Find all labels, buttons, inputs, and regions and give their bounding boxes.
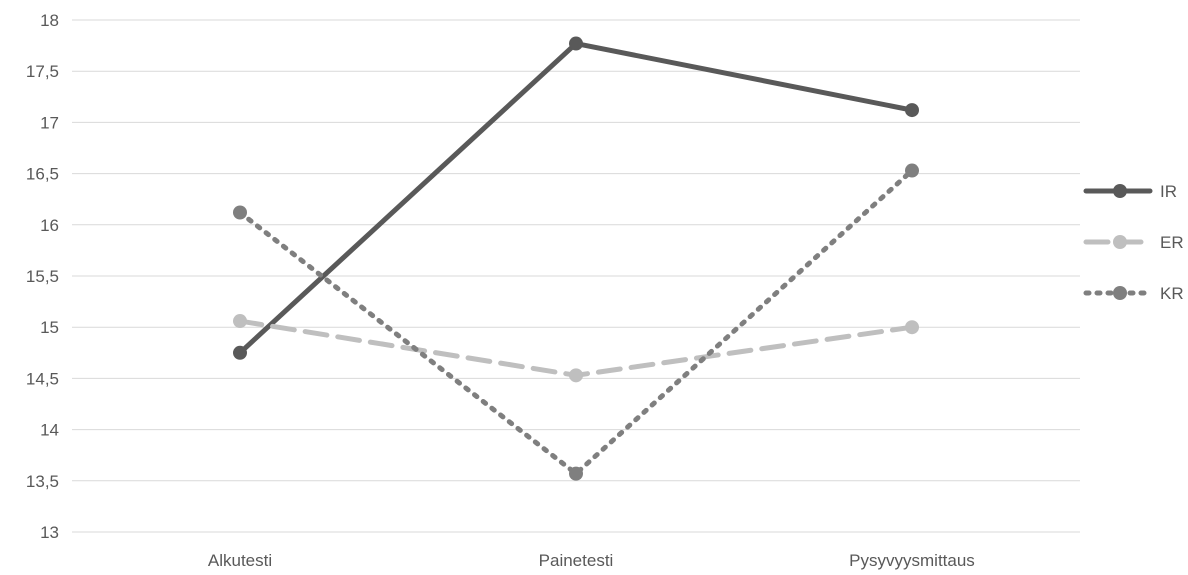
legend-item-er: ER <box>1083 233 1184 252</box>
data-point <box>569 466 583 481</box>
data-point <box>233 314 247 329</box>
data-point <box>233 345 247 360</box>
y-tick-label: 15,5 <box>26 267 59 286</box>
x-tick-label: Painetesti <box>539 551 614 570</box>
legend-swatch-marker <box>1113 286 1127 300</box>
series-kr <box>233 163 919 481</box>
legend-label: IR <box>1160 182 1177 201</box>
data-point <box>569 368 583 383</box>
series-lines <box>233 36 919 481</box>
gridlines <box>72 19 1080 533</box>
x-axis-tick-labels: Alkutesti Painetesti Pysyvyysmittaus <box>208 551 975 570</box>
x-tick-label: Pysyvyysmittaus <box>849 551 975 570</box>
x-tick-label: Alkutesti <box>208 551 272 570</box>
data-point <box>569 36 583 51</box>
y-tick-label: 15 <box>40 318 59 337</box>
series-ir <box>233 36 919 360</box>
series-er <box>233 314 919 383</box>
y-tick-label: 17 <box>40 113 59 132</box>
y-tick-label: 16 <box>40 216 59 235</box>
data-point <box>905 163 919 178</box>
y-tick-label: 14,5 <box>26 369 59 388</box>
series-line <box>237 41 915 356</box>
series-line <box>237 318 915 378</box>
y-tick-label: 16,5 <box>26 165 59 184</box>
legend-label: ER <box>1160 233 1184 252</box>
data-point <box>905 320 919 335</box>
y-tick-label: 13 <box>40 523 59 542</box>
data-point <box>905 103 919 118</box>
legend-item-ir: IR <box>1083 182 1177 201</box>
y-axis-tick-labels: 13 13,5 14 14,5 15 15,5 16 16,5 17 17,5 18 <box>26 11 59 542</box>
y-tick-label: 13,5 <box>26 472 59 491</box>
y-tick-label: 14 <box>40 421 59 440</box>
y-tick-label: 18 <box>40 11 59 30</box>
legend-label: KR <box>1160 284 1184 303</box>
data-point <box>233 205 247 220</box>
legend-item-kr: KR <box>1083 284 1184 303</box>
legend-swatch-marker <box>1113 235 1127 249</box>
series-line <box>237 168 915 477</box>
legend: IR ER KR <box>1083 182 1184 303</box>
legend-swatch-marker <box>1113 184 1127 198</box>
y-tick-label: 17,5 <box>26 62 59 81</box>
